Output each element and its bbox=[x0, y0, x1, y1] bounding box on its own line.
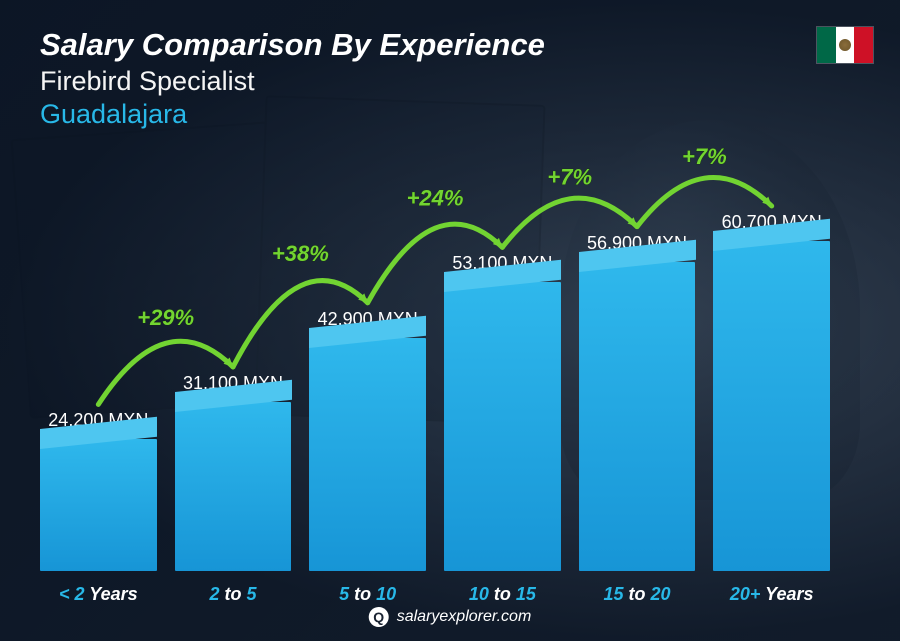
logo-icon: Q bbox=[369, 607, 389, 627]
location-label: Guadalajara bbox=[40, 99, 860, 130]
xaxis-label: 2 to 5 bbox=[209, 584, 256, 605]
bar-wrap: 53,100 MXN10 to 15 bbox=[444, 253, 561, 571]
xaxis-label: 10 to 15 bbox=[469, 584, 536, 605]
country-flag-mexico bbox=[816, 26, 874, 64]
xaxis-label: < 2 Years bbox=[59, 584, 138, 605]
bar bbox=[444, 282, 561, 571]
bar-wrap: 24,200 MXN< 2 Years bbox=[40, 410, 157, 571]
bar-wrap: 56,900 MXN15 to 20 bbox=[579, 233, 696, 571]
xaxis-label: 20+ Years bbox=[730, 584, 814, 605]
xaxis-label: 15 to 20 bbox=[603, 584, 670, 605]
bar-wrap: 42,900 MXN5 to 10 bbox=[309, 309, 426, 571]
job-title: Firebird Specialist bbox=[40, 66, 860, 97]
bar-wrap: 31,100 MXN2 to 5 bbox=[175, 373, 292, 571]
bar bbox=[309, 338, 426, 571]
bar-chart: 24,200 MXN< 2 Years31,100 MXN2 to 542,90… bbox=[40, 130, 830, 571]
xaxis-label: 5 to 10 bbox=[339, 584, 396, 605]
bar-wrap: 60,700 MXN20+ Years bbox=[713, 212, 830, 571]
bar bbox=[175, 402, 292, 571]
source-text: salaryexplorer.com bbox=[397, 608, 532, 626]
page-title: Salary Comparison By Experience bbox=[40, 28, 860, 62]
source-attribution: Q salaryexplorer.com bbox=[369, 607, 532, 627]
bar bbox=[713, 241, 830, 571]
bar bbox=[579, 262, 696, 571]
bar bbox=[40, 439, 157, 571]
